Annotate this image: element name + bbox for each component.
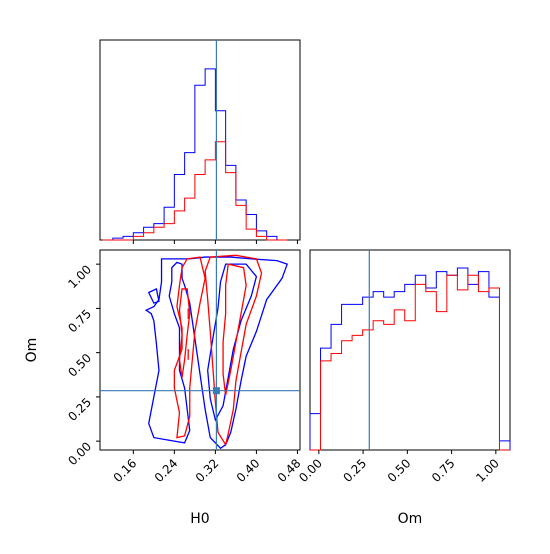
tick-marks [96, 240, 497, 454]
h0-hist-series-red [102, 141, 288, 241]
h0-hist-frame [99, 39, 301, 241]
om-hist-series-red [310, 274, 510, 451]
joint-ytick-label-2: 0.50 [65, 351, 94, 380]
h0-om-contours [100, 250, 300, 450]
om-xtick-label-3: 0.75 [429, 456, 458, 485]
h0-histogram [102, 40, 288, 241]
joint-xtick-label-1: 0.24 [152, 456, 181, 485]
om-histogram [309, 250, 511, 451]
joint-xtick-label-2: 0.32 [193, 456, 222, 485]
joint-ytick-label-4: 1.00 [65, 262, 94, 291]
red-mid-contour [178, 288, 191, 378]
om-xtick-label-2: 0.50 [385, 456, 414, 485]
joint-frame [99, 249, 301, 451]
joint-xtick-label-0: 0.16 [111, 456, 140, 485]
blue-outer-contour [144, 256, 289, 450]
om-hist-series-blue [309, 267, 511, 450]
blue-small-contour [147, 288, 160, 304]
truth-marker [212, 387, 220, 395]
om-xtick-label-4: 1.00 [473, 456, 502, 485]
joint-ytick-label-0: 0.00 [65, 439, 94, 468]
x-axis-label-om: Om [398, 511, 423, 527]
joint-xtick-label-4: 0.48 [275, 456, 304, 485]
om-hist-frame [309, 249, 511, 451]
red-inner-contour [222, 263, 247, 396]
contour-group [144, 254, 289, 450]
red-outer-contour [204, 254, 263, 447]
joint-ytick-label-1: 0.25 [65, 395, 94, 424]
joint-ytick-label-3: 0.75 [65, 307, 94, 336]
om-xtick-label-0: 0.00 [296, 456, 325, 485]
x-axis-label-h0: H0 [190, 511, 209, 527]
joint-xtick-label-3: 0.40 [234, 456, 263, 485]
h0-hist-series-blue [102, 68, 288, 241]
red-left-contour [173, 256, 206, 439]
y-axis-label-om: Om [24, 338, 40, 363]
om-xtick-label-1: 0.25 [340, 456, 369, 485]
